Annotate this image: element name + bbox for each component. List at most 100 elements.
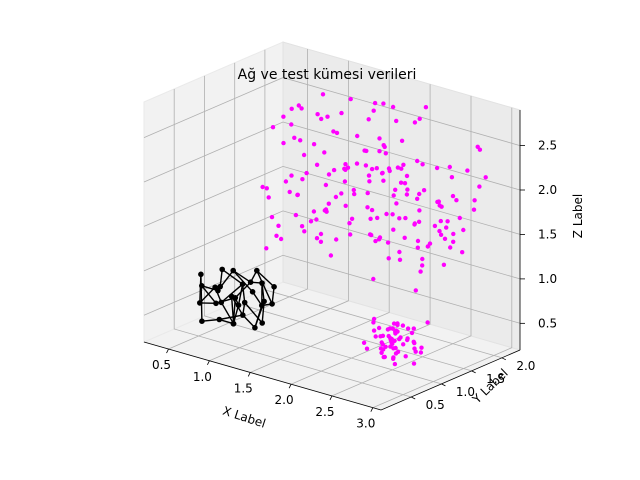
scatter-point bbox=[264, 186, 269, 191]
scatter-point bbox=[299, 106, 304, 111]
scatter-point bbox=[278, 236, 284, 242]
scatter-point bbox=[450, 193, 456, 199]
scatter-point bbox=[373, 334, 378, 339]
scatter-point bbox=[343, 167, 348, 172]
scatter-point bbox=[281, 140, 286, 146]
scatter-point bbox=[379, 350, 384, 355]
x-tick-label: 2.0 bbox=[275, 393, 294, 407]
scatter-point bbox=[417, 116, 422, 122]
scatter-point bbox=[395, 349, 401, 354]
scatter-point bbox=[352, 191, 357, 197]
scatter-point bbox=[322, 150, 327, 155]
scatter-point bbox=[339, 110, 344, 116]
network-edge bbox=[261, 283, 265, 302]
scatter-point bbox=[395, 165, 401, 170]
scatter-point bbox=[289, 106, 294, 112]
scatter-point bbox=[400, 323, 406, 328]
scatter-point bbox=[417, 191, 422, 197]
network-node bbox=[228, 293, 235, 300]
x-axis-label: X Label bbox=[221, 404, 268, 431]
scatter-point bbox=[276, 223, 281, 228]
scatter-point bbox=[371, 328, 377, 333]
scatter-point bbox=[354, 161, 360, 166]
scatter-point bbox=[343, 162, 348, 167]
scatter-point bbox=[402, 235, 407, 240]
scatter-point bbox=[419, 345, 424, 350]
network-edge bbox=[271, 286, 275, 304]
scatter-point bbox=[315, 112, 320, 117]
scatter-point bbox=[423, 105, 429, 110]
scatter-point bbox=[375, 215, 380, 221]
scatter-point bbox=[377, 136, 382, 141]
scatter-point bbox=[366, 117, 371, 122]
axis-lines bbox=[143, 110, 521, 411]
scatter-point bbox=[391, 321, 397, 326]
network-node bbox=[198, 271, 204, 278]
scatter-point bbox=[389, 340, 394, 345]
scatter-point bbox=[418, 269, 423, 274]
network-edge bbox=[232, 305, 240, 324]
scatter-point bbox=[379, 171, 385, 176]
scatter-point bbox=[377, 235, 383, 240]
axes-gridlines bbox=[143, 49, 521, 409]
scatter-point bbox=[382, 144, 387, 150]
scatter-point bbox=[281, 114, 286, 119]
scatter-point bbox=[397, 216, 402, 221]
z-axis-label: Z Label bbox=[571, 194, 585, 238]
x-tick-label: 3.0 bbox=[356, 417, 375, 431]
scatter-point bbox=[314, 162, 320, 167]
scatter-point bbox=[266, 195, 271, 200]
scatter-point bbox=[418, 350, 424, 355]
z-gridline bbox=[143, 121, 521, 191]
scatter-point bbox=[386, 166, 392, 171]
network-node bbox=[230, 267, 236, 274]
scatter-point bbox=[381, 178, 386, 183]
scatter-point bbox=[403, 354, 408, 359]
scatter-point bbox=[381, 101, 386, 106]
scatter-point bbox=[395, 321, 400, 326]
network-edge bbox=[232, 270, 254, 293]
scatter-point bbox=[314, 217, 319, 222]
scatter-point bbox=[293, 212, 299, 218]
scatter-point bbox=[343, 203, 348, 208]
network-node bbox=[259, 280, 265, 286]
scatter-point bbox=[339, 191, 344, 196]
scatter-point bbox=[477, 184, 482, 189]
network-edge bbox=[200, 274, 203, 322]
scatter-point bbox=[269, 214, 275, 220]
scatter-point bbox=[432, 223, 438, 229]
network-edge bbox=[237, 284, 244, 306]
scatter-point bbox=[371, 276, 376, 282]
plot-marks bbox=[197, 92, 488, 367]
scatter-point bbox=[411, 361, 417, 366]
scatter-point bbox=[292, 135, 297, 140]
scatter-point bbox=[472, 198, 477, 203]
scatter-point bbox=[417, 208, 422, 213]
scatter-point bbox=[289, 122, 294, 127]
network-edge bbox=[201, 285, 217, 304]
x-tick-label: 0.5 bbox=[152, 358, 171, 372]
scatter-point bbox=[393, 331, 398, 336]
scatter-point bbox=[420, 162, 425, 167]
scatter-point bbox=[437, 203, 442, 208]
scatter-point bbox=[308, 219, 314, 224]
scatter-point bbox=[405, 326, 411, 331]
scatter-point bbox=[367, 232, 373, 237]
scatter-point bbox=[441, 262, 447, 267]
scatter-point bbox=[320, 92, 326, 97]
scatter-point bbox=[390, 212, 395, 217]
scatter-point bbox=[425, 320, 430, 325]
scatter-point bbox=[326, 172, 332, 177]
network-node bbox=[199, 283, 205, 289]
network-edge bbox=[219, 269, 223, 287]
scatter-point bbox=[457, 215, 462, 221]
scatter-point bbox=[369, 166, 375, 172]
x-tick bbox=[288, 384, 292, 389]
network-node bbox=[247, 279, 254, 286]
scatter-point bbox=[319, 116, 324, 122]
scatter-point bbox=[373, 238, 378, 244]
scatter-point bbox=[411, 326, 416, 331]
network-node bbox=[249, 289, 256, 295]
scatter-point bbox=[311, 142, 317, 147]
scatter-point bbox=[296, 103, 301, 108]
